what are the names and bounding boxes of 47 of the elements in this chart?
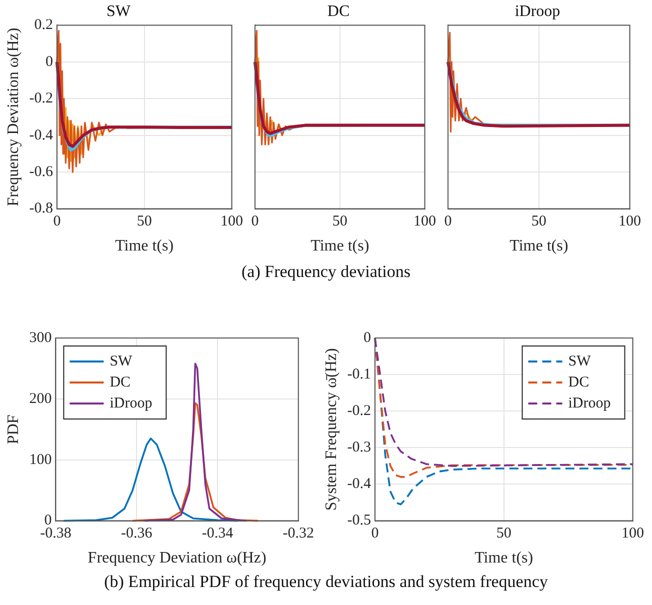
y-tick-label: 200 [29, 390, 52, 407]
y-tick-label: -0.4 [29, 127, 54, 144]
legend-label: iDroop [110, 395, 152, 412]
x-tick-label: 50 [332, 214, 348, 230]
y-axis-title: System Frequency ω̄(Hz) [322, 348, 340, 511]
legend-label: SW [110, 353, 134, 370]
chart-title: SW [106, 2, 132, 20]
x-axis-title: Time t(s) [510, 238, 568, 255]
text: (a) Frequency deviations [240, 262, 412, 282]
x-tick-label: 50 [531, 214, 546, 230]
chart-title: iDroop [514, 2, 560, 20]
y-tick-label: 0 [45, 54, 53, 70]
y-tick-label: 0.2 [34, 17, 53, 34]
y-tick-label: 0 [363, 330, 371, 346]
legend-label: iDroop [568, 395, 611, 412]
x-tick-label: 50 [496, 526, 512, 542]
x-tick-label: -0.32 [282, 526, 314, 542]
x-tick-label: 100 [414, 214, 436, 230]
y-axis-title: Frequency Deviation ω(Hz) [4, 28, 22, 206]
x-axis-title: Time t(s) [474, 550, 534, 567]
x-tick-label: 0 [251, 214, 259, 230]
x-axis-title: Time t(s) [310, 238, 370, 255]
y-tick-label: -0.6 [29, 164, 54, 180]
y-tick-label: 100 [29, 452, 52, 468]
y-tick-label: -0.5 [347, 512, 371, 529]
y-tick-label: -0.8 [29, 200, 53, 217]
y-tick-label: -0.3 [347, 440, 371, 456]
text: (b) Empirical PDF of frequency deviations and system frequency [103, 572, 549, 592]
y-tick-label: -0.4 [347, 476, 372, 492]
legend-label: DC [568, 374, 590, 390]
chart-title: DC [327, 2, 350, 20]
x-tick-label: -0.34 [202, 526, 234, 542]
y-axis-title: PDF [4, 414, 22, 444]
legend-label: DC [110, 374, 131, 390]
y-tick-label: -0.2 [347, 403, 371, 420]
x-axis-title: Frequency Deviation ω(Hz) [88, 550, 266, 567]
y-tick-label: 300 [29, 330, 52, 346]
x-tick-label: 100 [618, 214, 641, 230]
x-tick-label: 100 [220, 214, 243, 230]
x-axis-title: Time t(s) [115, 238, 174, 255]
y-tick-label: -0.1 [347, 366, 371, 382]
y-tick-label: -0.2 [29, 90, 53, 107]
x-tick-label: 0 [444, 214, 452, 230]
x-tick-label: 50 [136, 214, 152, 230]
x-tick-label: 100 [622, 526, 644, 542]
x-tick-label: -0.36 [120, 526, 153, 542]
legend-label: SW [568, 353, 592, 370]
